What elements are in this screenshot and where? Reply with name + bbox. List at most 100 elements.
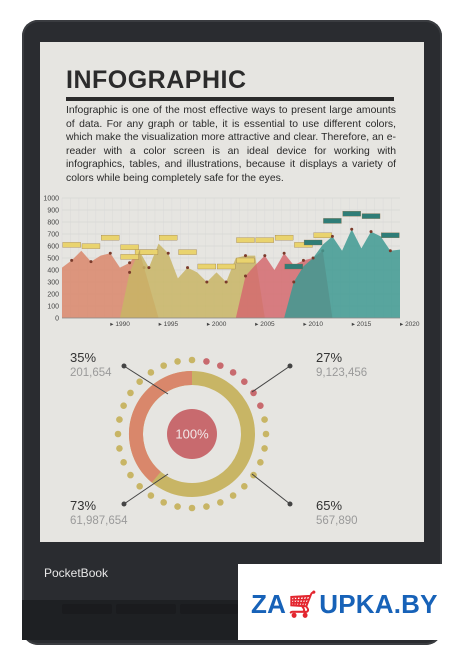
data-point xyxy=(330,234,334,238)
data-point xyxy=(388,249,392,253)
stat-value: 9,123,456 xyxy=(316,367,367,379)
x-tick-label: ▸ 2020 xyxy=(400,321,420,328)
data-point xyxy=(350,227,354,231)
ring-dot xyxy=(116,445,123,452)
ring-dot xyxy=(120,402,127,409)
ring-dot xyxy=(127,389,134,397)
y-tick-label: 200 xyxy=(47,292,59,299)
annotation-tag xyxy=(236,237,255,243)
shop-logo-pre: ZA xyxy=(251,589,287,619)
ring-dot xyxy=(217,499,224,506)
data-point xyxy=(301,258,305,262)
ring-arc-salmon xyxy=(129,371,193,483)
shop-watermark xyxy=(238,564,464,640)
data-point xyxy=(243,274,247,278)
stat-value: 201,654 xyxy=(70,367,112,379)
ring-dot xyxy=(203,358,210,365)
ring-dot xyxy=(262,430,270,438)
stat-percent: 65% xyxy=(316,498,342,513)
page-title: INFOGRAPHIC xyxy=(66,66,247,94)
data-point xyxy=(243,254,247,258)
ring-dot xyxy=(241,483,248,490)
back-button[interactable] xyxy=(62,604,112,614)
leader-dot xyxy=(287,501,293,507)
stat-percent: 27% xyxy=(316,350,342,365)
x-tick-label: ▸ 2005 xyxy=(255,321,275,328)
y-tick-label: 800 xyxy=(47,220,59,227)
home-button[interactable] xyxy=(116,604,176,614)
ring-dot xyxy=(188,504,196,512)
ereader-screen: INFOGRAPHIC Infographic is one of the mo… xyxy=(40,42,424,542)
ring-dot xyxy=(116,416,123,423)
annotation-tag xyxy=(303,239,323,246)
center-circle xyxy=(167,409,217,459)
y-tick-label: 400 xyxy=(47,268,59,275)
data-point xyxy=(70,258,74,262)
annotation-tag xyxy=(381,232,400,238)
ring-chart: 100% 35% 201,654 27% 9,123,456 73% 61,987,654 6… xyxy=(70,350,367,527)
ring-dot xyxy=(114,430,122,438)
y-tick-label: 500 xyxy=(47,256,59,263)
ring-dot xyxy=(174,503,181,510)
y-tick-label: 0 xyxy=(55,316,59,323)
shop-logo-post: UPKA.BY xyxy=(319,589,438,619)
ring-dot xyxy=(147,369,155,376)
ring-dot xyxy=(217,362,224,369)
ring-dot xyxy=(160,499,167,506)
ring-dot xyxy=(261,445,268,452)
data-point xyxy=(128,270,132,274)
data-point xyxy=(186,266,190,270)
data-point xyxy=(369,230,373,234)
ring-dot xyxy=(127,471,134,479)
annotation-tag xyxy=(120,254,139,260)
area-chart: 0 100 200 300 400 500 600 700 800 900 1000 ▸ 1990 ▸ … xyxy=(43,196,419,329)
y-tick-label: 900 xyxy=(47,208,59,215)
data-point xyxy=(292,280,296,284)
annotation-tag xyxy=(217,263,236,270)
leader-line xyxy=(123,365,169,395)
intro-paragraph: Infographic is one of the most effective… xyxy=(66,105,396,184)
stat-percent: 35% xyxy=(70,350,96,365)
stat-value: 61,987,654 xyxy=(70,515,128,527)
ring-dot xyxy=(203,503,210,510)
annotation-tag xyxy=(159,235,178,241)
data-point xyxy=(166,251,170,255)
ring-dot xyxy=(257,459,264,466)
center-label: 100% xyxy=(175,427,209,442)
x-tick-label: ▸ 2000 xyxy=(207,321,227,328)
annotation-tag xyxy=(120,244,139,250)
ring-dot xyxy=(174,358,181,365)
stat-value: 567,890 xyxy=(316,515,358,527)
stat-percent: 73% xyxy=(70,498,96,513)
leader-line xyxy=(251,365,291,393)
leader-dot xyxy=(287,363,293,369)
annotation-tag xyxy=(139,249,159,255)
y-tick-label: 300 xyxy=(47,280,59,287)
data-point xyxy=(108,251,112,255)
annotation-tag xyxy=(197,263,217,270)
ring-dot xyxy=(160,362,167,369)
menu-button[interactable] xyxy=(180,604,238,614)
annotation-tag xyxy=(62,242,81,248)
ring-dot xyxy=(250,389,257,397)
data-point xyxy=(128,261,132,265)
ring-dot xyxy=(147,492,155,499)
area-series-1 xyxy=(119,243,265,318)
annotation-tag xyxy=(323,218,342,224)
pocketbook-logo: PocketBook xyxy=(44,566,109,580)
x-tick-label: ▸ 1995 xyxy=(159,321,179,328)
y-tick-label: 600 xyxy=(47,244,59,251)
data-point xyxy=(147,266,151,270)
x-tick-label: ▸ 2010 xyxy=(303,321,323,328)
ring-dot xyxy=(136,378,143,385)
annotation-tag xyxy=(313,232,332,238)
leader-dot xyxy=(121,363,127,369)
infographic-charts: 0 100 200 300 400 500 600 700 800 900 1000 ▸ 1990 ▸ … xyxy=(43,196,419,528)
annotation-tag xyxy=(274,235,294,241)
ring-dot xyxy=(188,356,196,364)
leader-line xyxy=(251,473,291,505)
x-tick-label: ▸ 2015 xyxy=(352,321,372,328)
ring-dot xyxy=(120,459,127,466)
annotation-tag xyxy=(342,211,361,217)
ring-dot xyxy=(241,378,248,385)
